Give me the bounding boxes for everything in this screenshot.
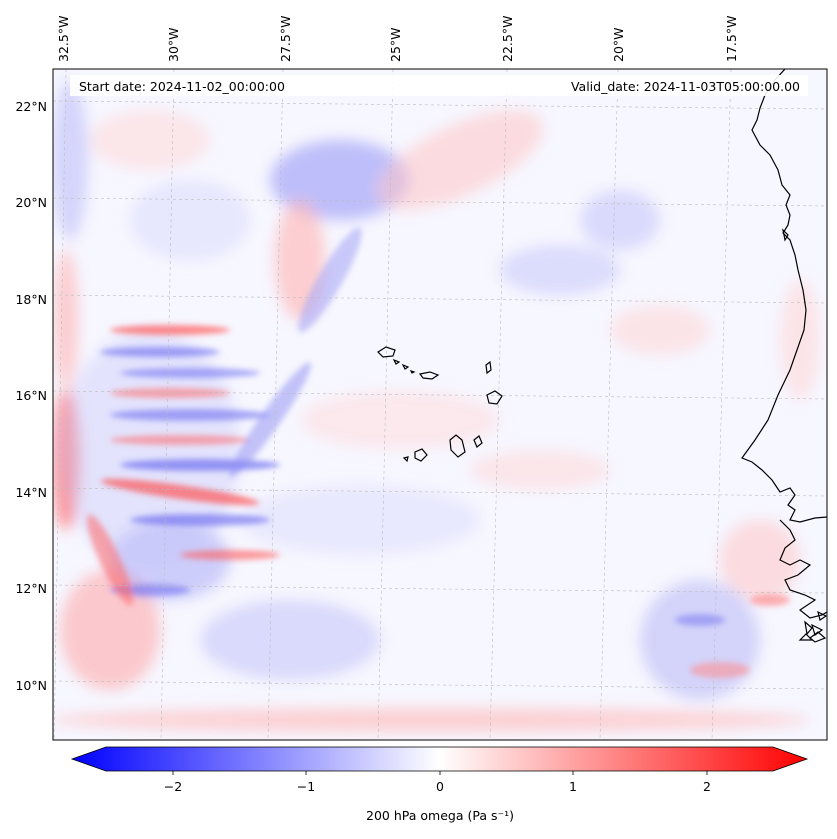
lon-label-17-5w: 17.5°W	[724, 16, 739, 62]
colorbar-tick-label: 0	[436, 779, 444, 794]
valid-date-text: Valid_date: 2024-11-03T05:00:00.00	[571, 79, 800, 94]
colorbar: −2 −1 0 1 2 200 hPa omega (Pa s⁻¹)	[70, 746, 809, 823]
colorbar-ticks	[172, 771, 708, 775]
lon-label-27-5w: 27.5°W	[278, 16, 293, 62]
lat-label-18n: 18°N	[15, 292, 47, 307]
lon-label-22-5w: 22.5°W	[500, 16, 515, 62]
lon-label-30w: 30°W	[166, 27, 181, 62]
start-date-text: Start date: 2024-11-02_00:00:00	[79, 79, 285, 94]
colorbar-tick-label: 2	[703, 779, 711, 794]
lat-label-20n: 20°N	[15, 195, 47, 210]
graticule	[53, 69, 827, 740]
africa-coastline	[741, 69, 827, 523]
omega-field	[53, 69, 827, 740]
lat-label-10n: 10°N	[15, 678, 47, 693]
lat-label-22n: 22°N	[15, 99, 47, 114]
lon-label-20w: 20°W	[611, 27, 626, 62]
lon-label-32-5w: 32.5°W	[56, 16, 71, 62]
map-frame	[52, 68, 828, 741]
lat-label-14n: 14°N	[15, 485, 47, 500]
lon-label-25w: 25°W	[388, 27, 403, 62]
coastlines	[741, 69, 827, 643]
colorbar-tick-label: 1	[569, 779, 577, 794]
lat-label-12n: 12°N	[15, 581, 47, 596]
colorbar-tick-label: −2	[164, 779, 182, 794]
colorbar-label: 200 hPa omega (Pa s⁻¹)	[366, 808, 514, 823]
date-info-box	[70, 75, 808, 96]
lat-label-16n: 16°N	[15, 388, 47, 403]
latitude-labels: 22°N 20°N 18°N 16°N 14°N 12°N 10°N	[15, 99, 47, 693]
colorbar-bar	[70, 746, 809, 772]
longitude-labels: 32.5°W 30°W 27.5°W 25°W 22.5°W 20°W 17.5…	[56, 16, 739, 62]
colorbar-tick-label: −1	[297, 779, 315, 794]
cape-verde-islands	[377, 346, 503, 463]
